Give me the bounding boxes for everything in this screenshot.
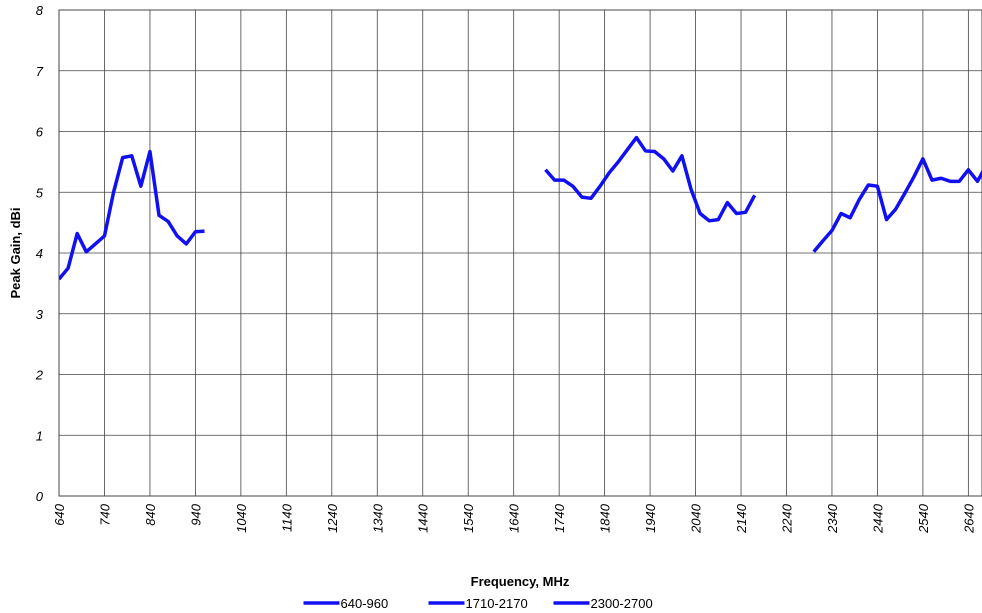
legend-label: 640-960 [341,596,389,611]
y-tick-label: 3 [36,307,44,322]
x-tick-label: 2040 [689,503,704,534]
x-tick-label: 2440 [870,503,885,534]
x-tick-label: 1140 [279,503,294,532]
data-line [59,149,205,281]
x-tick-label: 2640 [961,503,976,534]
data-line [544,135,757,223]
x-tick-label: 1840 [598,503,613,533]
x-tick-label: 940 [188,503,203,525]
y-tick-label: 5 [36,185,44,200]
x-tick-label: 1440 [416,503,431,533]
x-tick-label: 1940 [643,503,658,533]
x-tick-label: 1640 [507,503,522,533]
x-tick-label: 2540 [916,503,931,534]
x-tick-label: 2240 [779,503,794,534]
x-tick-label: 740 [97,503,112,525]
x-tick-label: 1340 [370,503,385,533]
legend-label: 2300-2700 [591,596,653,611]
x-axis-title: Frequency, MHz [471,574,570,589]
y-tick-label: 4 [36,246,43,261]
x-tick-label: 1740 [552,503,567,533]
y-tick-label: 6 [36,125,44,140]
y-axis-title: Peak Gain, dBi [8,207,23,298]
x-tick-label: 1040 [234,503,249,533]
x-tick-label: 640 [52,503,67,525]
y-tick-label: 1 [36,428,43,443]
x-tick-label: 2340 [825,503,840,534]
plot-border [58,9,982,497]
x-tick-label: 2140 [734,503,749,534]
y-tick-label: 0 [36,489,44,504]
x-tick-label: 1240 [325,503,340,533]
y-tick-label: 7 [36,64,44,79]
x-tick-label: 1540 [461,503,476,533]
x-tick-label: 840 [143,503,158,525]
y-tick-label: 8 [36,3,44,18]
legend-label: 1710-2170 [466,596,528,611]
data-line [812,157,982,253]
y-tick-label: 2 [35,368,44,383]
